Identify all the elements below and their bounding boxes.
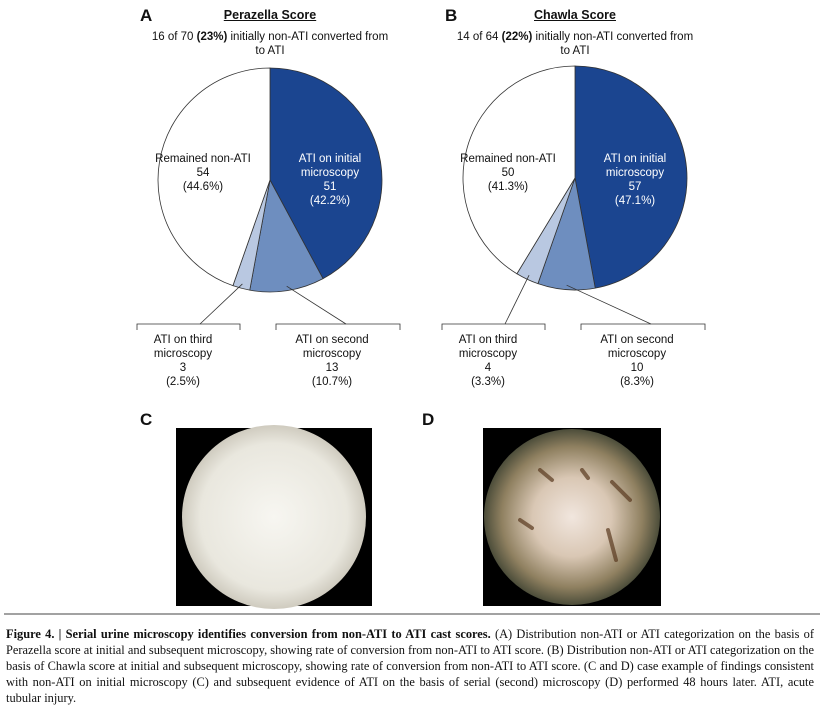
subtitle-part: 16 of 70 [151,31,194,43]
caption-text: (A) Distribution non-ATI or ATI categori… [6,627,814,705]
slice-percentage: (8.3%) [620,376,654,388]
leader-line [199,283,243,325]
slice-category: ATI on initial microscopy [603,153,667,179]
panel-label: C [140,410,153,429]
bracket [580,323,706,330]
slice-count: 13 [325,362,339,374]
slice-count: 50 [501,167,515,179]
leader-line [286,285,347,325]
slice-label: Remained non-ATI 50 (41.3%) [453,152,563,194]
slice-label: Remained non-ATI 54 (44.6%) [148,152,258,194]
slice-category: ATI on second microscopy [295,334,369,360]
leader-line [566,284,652,325]
slice-label: ATI on third microscopy 4 (3.3%) [437,333,539,389]
slice-label: ATI on initial microscopy 57 (47.1%) [583,152,687,208]
caption-title: Serial urine microscopy identifies conve… [65,627,491,641]
slice-label: ATI on initial microscopy 51 (42.2%) [278,152,382,208]
slice-percentage: (2.5%) [166,376,200,388]
slice-count: 3 [179,362,187,374]
microscopy-image [484,429,660,605]
panel-label: B [445,6,458,25]
chart-title: Perazella Score [223,8,317,22]
slice-category: ATI on initial microscopy [298,153,362,179]
slice-category: Remained non-ATI [460,153,556,165]
slice-category: ATI on third microscopy [458,334,518,360]
slice-count: 54 [196,167,210,179]
caption-separator: | [58,627,62,641]
casts [518,468,632,562]
slice-count: 57 [628,181,642,193]
bracket [136,323,241,330]
subtitle-part: (22%) [501,31,533,43]
slice-count: 4 [484,362,492,374]
slice-percentage: (10.7%) [311,376,353,388]
caption-label: Figure 4. [6,627,55,641]
subtitle-part: initially non-ATI converted from to ATI [230,31,389,57]
subtitle-part: initially non-ATI converted from to ATI [535,31,694,57]
slice-category: ATI on third microscopy [153,334,213,360]
panel-label: A [140,6,153,25]
pie-slice [269,67,383,280]
pie-slice [574,65,688,289]
chart-subtitle: 14 of 64 (22%) initially non-ATI convert… [455,30,695,58]
slice-percentage: (44.6%) [182,181,224,193]
pie-slice [462,65,576,275]
slice-count: 10 [630,362,644,374]
pie-slice [249,178,324,293]
slice-percentage: (42.2%) [309,195,351,207]
chart-title: Chawla Score [534,8,616,22]
slice-label: ATI on second microscopy 10 (8.3%) [575,333,699,389]
caption: Figure 4. | Serial urine microscopy iden… [6,626,814,706]
chart-subtitle: 16 of 70 (23%) initially non-ATI convert… [150,30,390,58]
slice-percentage: (41.3%) [487,181,529,193]
slice-label: ATI on second microscopy 13 (10.7%) [270,333,394,389]
subtitle-part: (23%) [196,31,228,43]
panel-label: D [422,410,435,429]
slice-label: ATI on third microscopy 3 (2.5%) [132,333,234,389]
microscopy-image [182,425,366,609]
slice-percentage: (47.1%) [614,195,656,207]
pie-slice [157,67,271,287]
slice-percentage: (3.3%) [471,376,505,388]
slice-category: ATI on second microscopy [600,334,674,360]
slice-category: Remained non-ATI [155,153,251,165]
bracket [441,323,546,330]
bracket [275,323,401,330]
leader-line [504,275,530,325]
subtitle-part: 14 of 64 [456,31,499,43]
slice-count: 51 [323,181,337,193]
